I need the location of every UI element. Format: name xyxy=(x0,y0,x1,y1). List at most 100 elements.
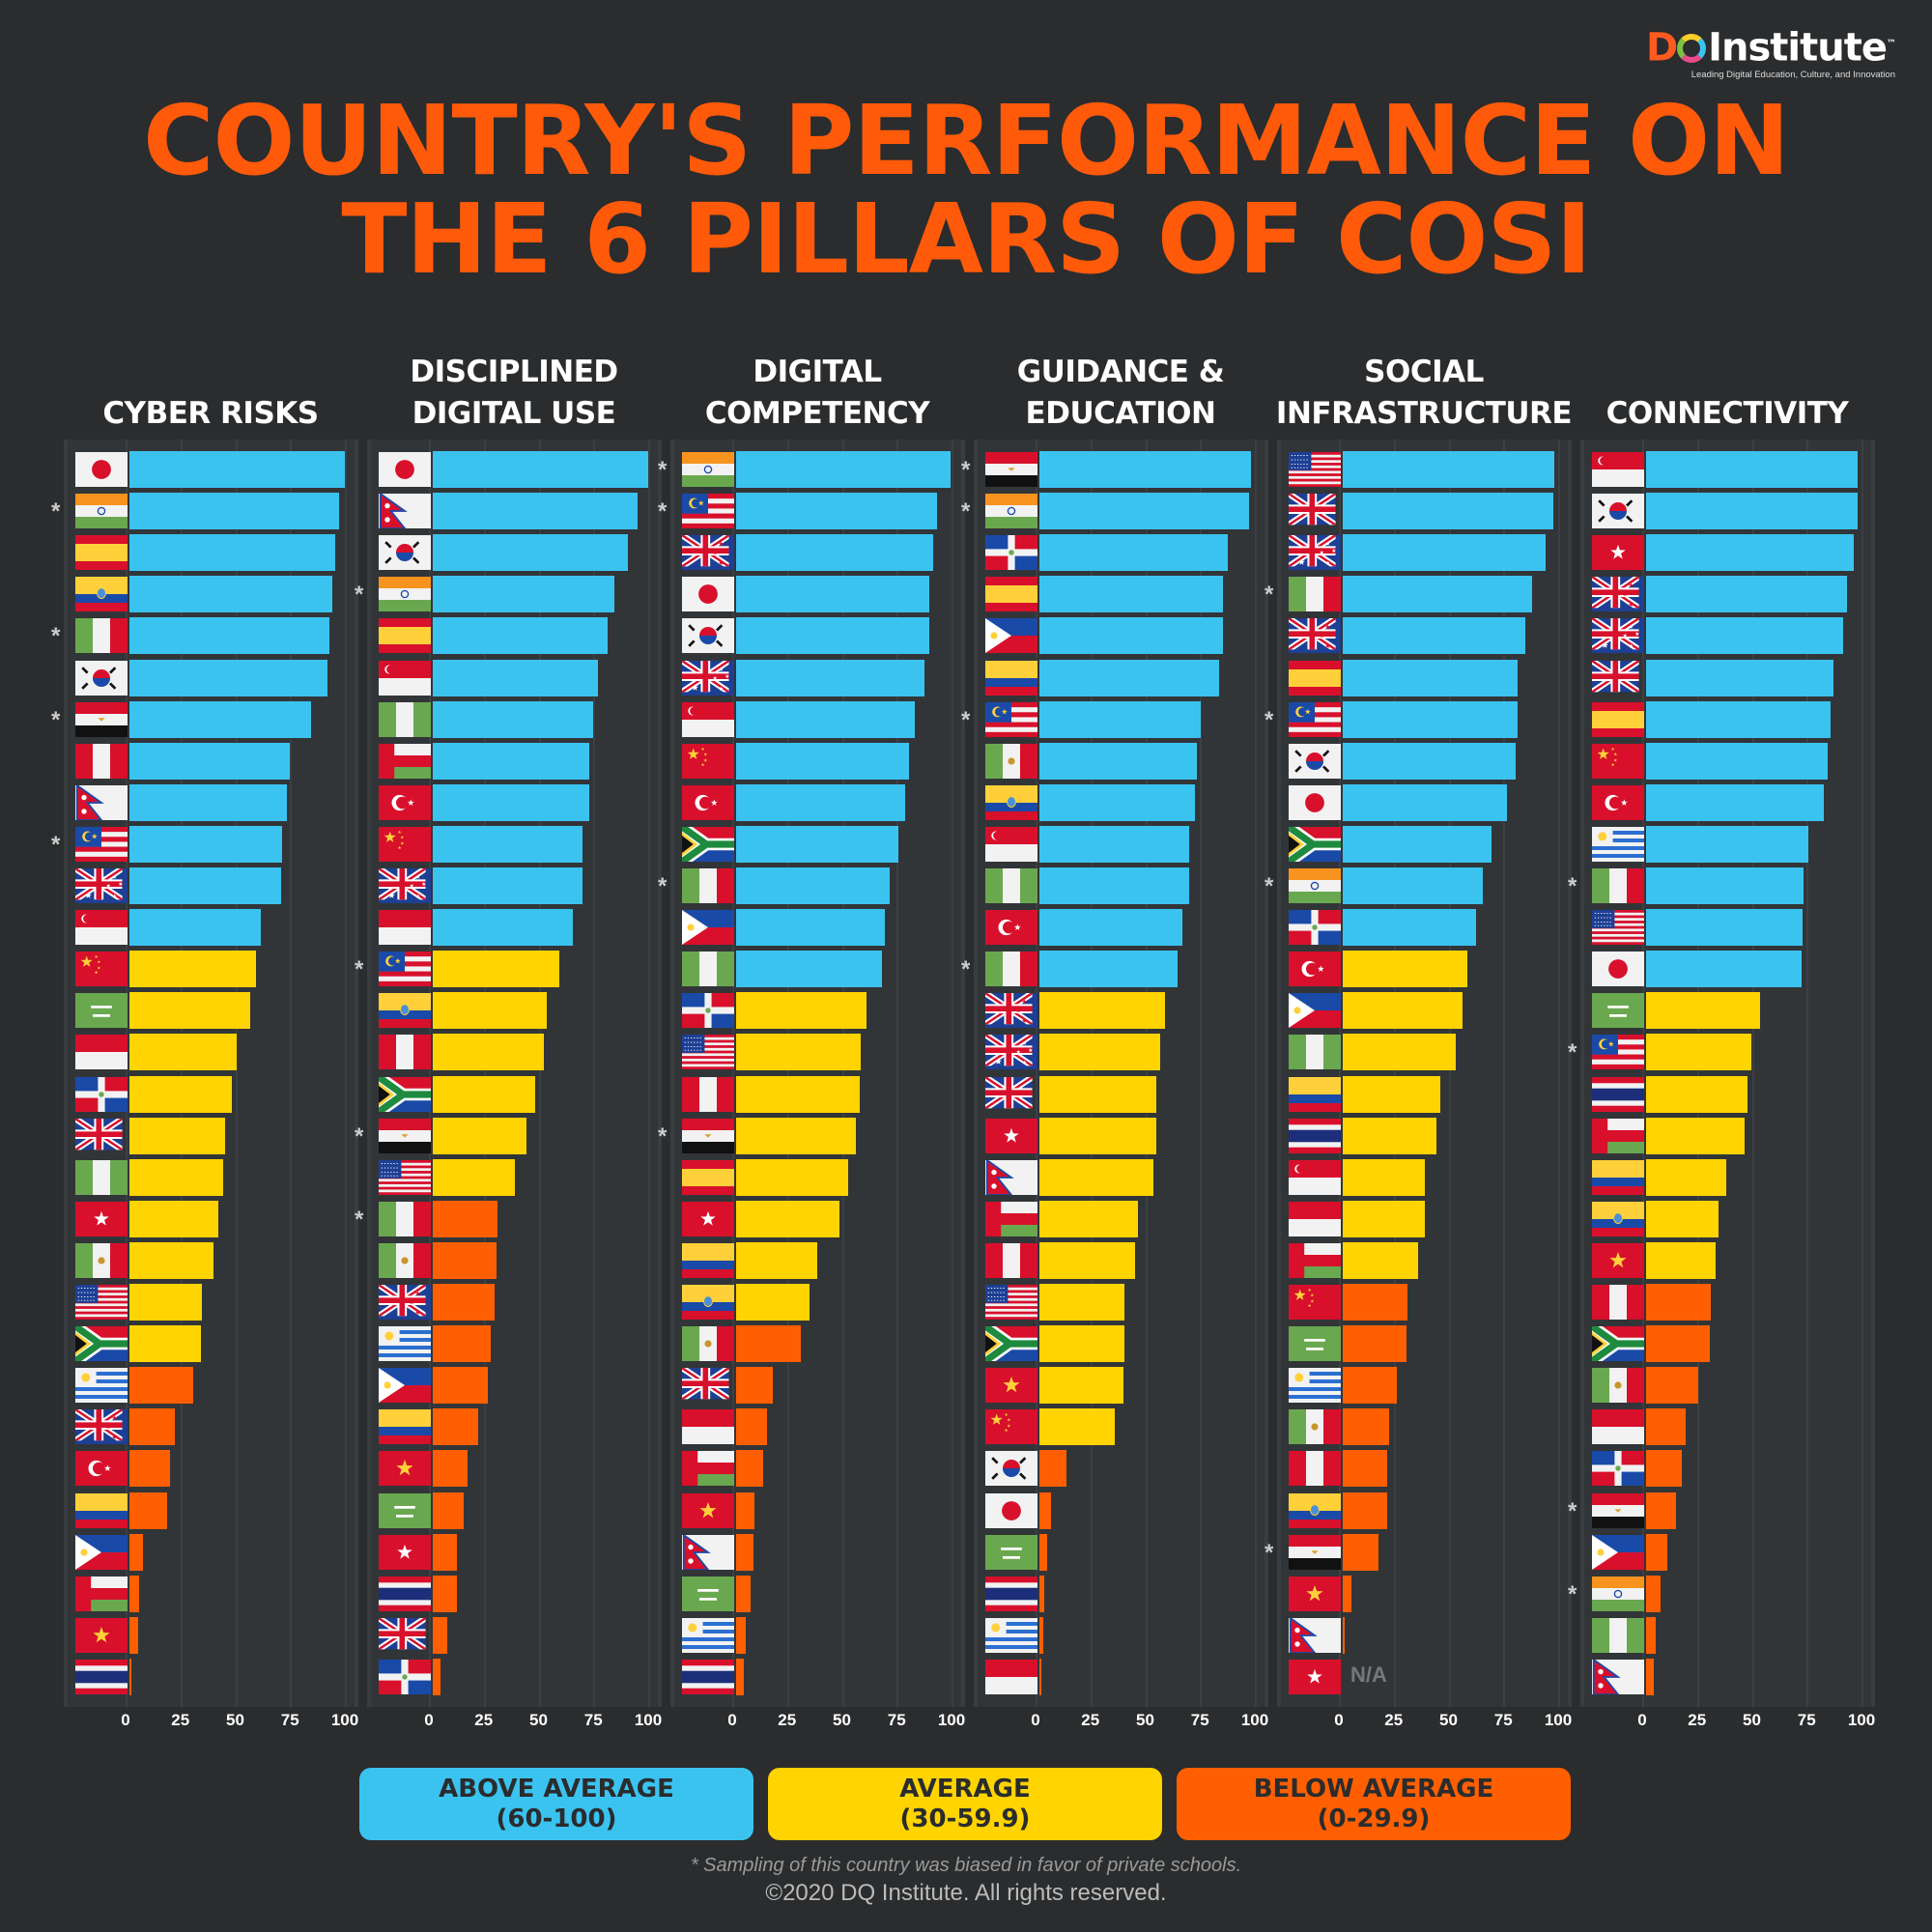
bar-row xyxy=(1584,1117,1871,1154)
bar-row: * xyxy=(1568,1492,1871,1529)
score-bar xyxy=(129,700,311,738)
legend-range: (0-29.9) xyxy=(1317,1804,1431,1833)
score-bar xyxy=(1039,534,1229,572)
bar-row xyxy=(674,576,961,613)
flag-italy-icon xyxy=(1592,868,1644,903)
pillar-chart-panel: * * * * xyxy=(961,440,1268,1707)
score-bar xyxy=(1039,1408,1115,1446)
flag-uk-icon xyxy=(75,1118,128,1153)
score-bar xyxy=(433,534,628,572)
flag-usa-icon xyxy=(1592,910,1644,946)
flag-thailand-icon xyxy=(682,1659,734,1694)
flag-ecuador-icon xyxy=(985,784,1037,820)
legend-range: (30-59.9) xyxy=(899,1804,1031,1833)
flag-nigeria-icon xyxy=(1592,1617,1644,1653)
flag-nigeria-icon xyxy=(985,868,1037,903)
gridline xyxy=(732,440,734,1707)
flag-dominican-icon xyxy=(379,1659,431,1694)
gridline xyxy=(1806,440,1809,1707)
flag-hongkong-icon xyxy=(75,1201,128,1236)
biased-sampling-asterisk: * xyxy=(961,498,971,526)
flag-nepal-icon xyxy=(985,1159,1037,1195)
pillar-title-line: SOCIAL xyxy=(1364,355,1484,389)
score-bar xyxy=(433,1658,440,1695)
flag-dominican-icon xyxy=(75,1076,128,1112)
bar-row xyxy=(978,1117,1264,1154)
flag-mexico-icon xyxy=(379,1242,431,1278)
title-line-1: COUNTRY'S PERFORMANCE ON xyxy=(143,84,1790,197)
bar-row xyxy=(978,617,1264,655)
flag-turkey-icon xyxy=(1592,784,1644,820)
score-bar xyxy=(129,534,335,572)
x-tick-label: 0 xyxy=(1031,1711,1040,1729)
flag-mexico-icon xyxy=(985,743,1037,779)
pillar-title-line: GUIDANCE & xyxy=(1016,355,1225,389)
biased-sampling-asterisk: * xyxy=(355,956,364,983)
flag-colombia-icon xyxy=(1289,1076,1341,1112)
gridline xyxy=(952,440,953,1707)
score-bar xyxy=(1343,1616,1345,1654)
flag-indonesia-icon xyxy=(379,910,431,946)
flag-australia-icon xyxy=(75,868,128,903)
score-bar xyxy=(129,783,288,821)
flag-oman-icon xyxy=(1289,1242,1341,1278)
score-bar xyxy=(1039,617,1223,655)
bar-row xyxy=(371,825,658,863)
score-bar xyxy=(1646,951,1802,988)
flag-philippines-icon xyxy=(1592,1534,1644,1570)
flag-peru-icon xyxy=(1592,1285,1644,1320)
bar-row xyxy=(1584,783,1871,821)
bar-row xyxy=(68,1658,355,1695)
score-bar xyxy=(1343,1325,1407,1363)
score-bar xyxy=(1343,451,1555,488)
flag-italy-icon xyxy=(1289,577,1341,612)
bar-row xyxy=(674,742,961,780)
bar-row: * xyxy=(355,1117,658,1154)
pillar-chart-panel: * * * * xyxy=(1568,440,1875,1707)
score-bar xyxy=(1343,1450,1387,1488)
score-bar xyxy=(736,1241,818,1279)
score-bar xyxy=(1343,1492,1387,1529)
score-bar xyxy=(433,1158,516,1196)
score-bar xyxy=(1039,1575,1044,1612)
biased-sampling-asterisk: * xyxy=(1264,706,1274,733)
score-bar xyxy=(433,1575,458,1612)
score-bar xyxy=(1646,1408,1686,1446)
biased-sampling-asterisk: * xyxy=(1568,873,1577,899)
bar-row xyxy=(1584,825,1871,863)
bar-row xyxy=(68,1158,355,1196)
flag-nepal-icon xyxy=(1592,1659,1644,1694)
score-bar xyxy=(1646,1034,1751,1071)
logo-q-ring-icon xyxy=(1677,34,1707,64)
bar-row xyxy=(674,1533,961,1571)
bar-row xyxy=(674,1034,961,1071)
gridline xyxy=(593,440,596,1707)
gridline xyxy=(896,440,899,1707)
score-bar xyxy=(1646,1575,1662,1612)
x-tick-label: 0 xyxy=(1637,1711,1647,1729)
bar-row xyxy=(978,1450,1264,1488)
score-bar xyxy=(433,783,589,821)
logo-institute: Institute xyxy=(1708,25,1888,71)
score-bar xyxy=(1646,1616,1657,1654)
flag-spain-icon xyxy=(75,535,128,571)
bar-row xyxy=(68,576,355,613)
flag-saudi-icon xyxy=(379,1492,431,1528)
score-bar xyxy=(736,617,930,655)
bar-row xyxy=(371,700,658,738)
flag-spain-icon xyxy=(682,1159,734,1195)
score-bar xyxy=(129,867,281,904)
score-bar xyxy=(129,617,329,655)
score-bar xyxy=(1039,576,1223,613)
flag-china-icon xyxy=(1289,1285,1341,1320)
gridline xyxy=(1503,440,1506,1707)
score-bar xyxy=(129,992,251,1030)
score-bar xyxy=(433,1117,526,1154)
bar-row xyxy=(1281,742,1568,780)
score-bar xyxy=(736,1492,755,1529)
flag-india-icon xyxy=(75,494,128,529)
score-bar xyxy=(1039,1200,1138,1237)
flag-japan-icon xyxy=(682,577,734,612)
bar-row xyxy=(978,576,1264,613)
bar-row: * xyxy=(658,867,961,904)
